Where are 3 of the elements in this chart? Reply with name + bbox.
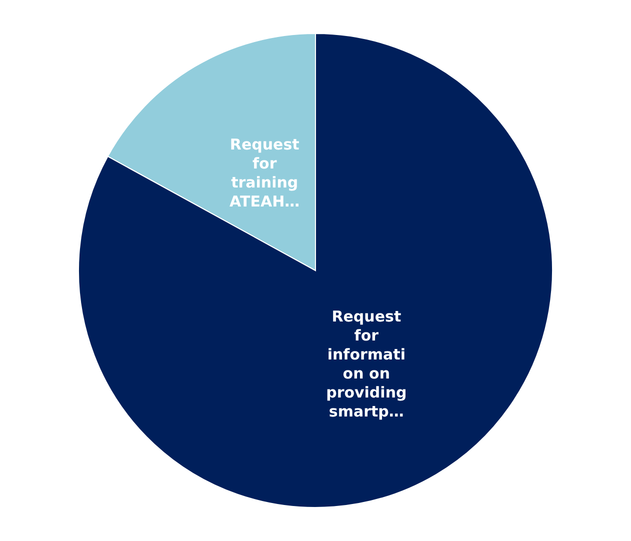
slice-label: Request for training ATEAH… [230,135,300,210]
pie-slice [78,33,553,508]
slice-label: Request for information on providing smartp… [326,308,407,421]
